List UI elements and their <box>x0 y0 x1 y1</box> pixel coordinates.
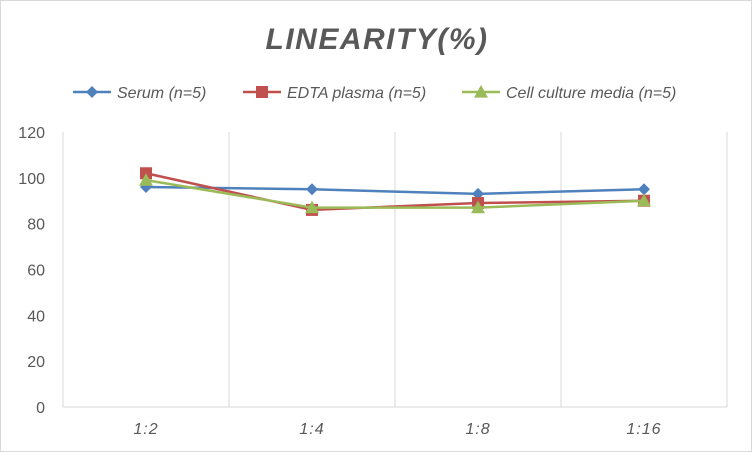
legend-marker <box>256 86 268 98</box>
y-tick-label: 40 <box>27 308 45 325</box>
series-line <box>145 178 645 209</box>
data-point <box>305 200 319 214</box>
y-tick-label: 60 <box>27 263 45 280</box>
legend-item: Cell culture media (n=5) <box>462 85 676 102</box>
legend: Serum (n=5) EDTA plasma (n=5) Cell culture… <box>73 85 676 102</box>
y-tick-label: 20 <box>27 354 45 371</box>
data-point <box>139 173 153 186</box>
series-3 <box>139 173 651 214</box>
x-tick-label: 1:2 <box>133 421 158 438</box>
series-group <box>139 167 651 216</box>
y-axis: 0 20 40 60 80 100 120 <box>18 125 45 417</box>
legend-item: EDTA plasma (n=5) <box>243 85 426 102</box>
x-tick-label: 1:16 <box>626 421 661 438</box>
x-tick-label: 1:8 <box>465 421 490 438</box>
data-point <box>637 193 651 207</box>
legend-marker <box>86 86 98 98</box>
legend-item: Serum (n=5) <box>73 85 206 102</box>
legend-marker <box>474 85 488 98</box>
chart-title: LINEARITY(%) <box>266 23 489 56</box>
y-tick-label: 120 <box>18 125 45 142</box>
y-tick-label: 100 <box>18 171 45 188</box>
data-point <box>471 200 485 214</box>
x-axis: 1:2 1:4 1:8 1:16 <box>133 421 661 438</box>
x-tick-label: 1:4 <box>299 421 324 438</box>
series-line <box>145 185 645 196</box>
legend-label: EDTA plasma (n=5) <box>287 85 426 102</box>
data-point <box>472 187 484 200</box>
data-point <box>306 183 318 196</box>
y-tick-label: 0 <box>36 400 45 417</box>
data-point <box>638 183 650 196</box>
legend-label: Serum (n=5) <box>117 85 206 102</box>
series-1 <box>140 181 650 200</box>
y-tick-label: 80 <box>27 217 45 234</box>
legend-label: Cell culture media (n=5) <box>506 85 676 102</box>
grid <box>62 132 728 408</box>
